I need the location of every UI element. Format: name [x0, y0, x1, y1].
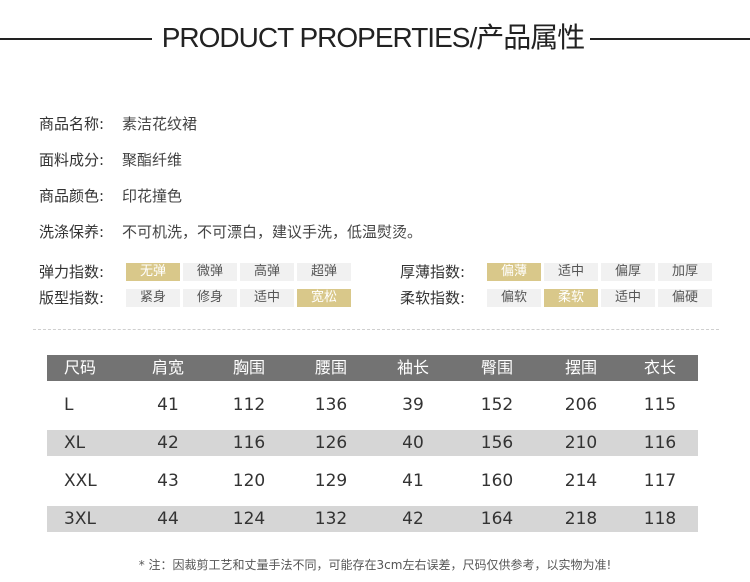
table-cell: 40 [402, 433, 424, 453]
table-header-row: 尺码 肩宽 胸围 腰围 袖长 臀围 摆围 衣长 [47, 355, 698, 381]
property-value: 素洁花纹裙 [122, 115, 198, 133]
property-row: 商品名称: 素洁花纹裙 [39, 112, 197, 136]
table-row: 3XL 44 124 132 42 164 218 118 [47, 506, 698, 532]
table-cell: 118 [643, 509, 677, 529]
property-value: 印花撞色 [122, 187, 183, 205]
table-cell: 41 [157, 395, 179, 415]
scale-option: 紧身 [126, 289, 180, 307]
table-cell: 3XL [64, 509, 96, 529]
table-cell: 164 [480, 509, 514, 529]
table-header-cell: 臀围 [480, 358, 513, 377]
table-cell: 115 [643, 395, 677, 415]
table-cell: 120 [232, 471, 266, 491]
table-cell: 126 [314, 433, 348, 453]
scale-label: 版型指数: [39, 289, 105, 307]
table-cell: 124 [232, 509, 266, 529]
table-cell: L [64, 395, 74, 415]
scale-label: 弹力指数: [39, 263, 105, 281]
table-cell: 42 [402, 509, 424, 529]
table-row: XL 42 116 126 40 156 210 116 [47, 430, 698, 456]
table-header-cell: 摆围 [564, 358, 597, 377]
scale-option: 宽松 [297, 289, 351, 307]
table-header-cell: 胸围 [232, 358, 265, 377]
property-label: 洗涤保养: [39, 223, 105, 241]
table-cell: 129 [314, 471, 348, 491]
scale-option: 超弹 [297, 263, 351, 281]
table-row: XXL 43 120 129 41 160 214 117 [47, 468, 698, 494]
scale-option: 偏硬 [658, 289, 712, 307]
property-row: 商品颜色: 印花撞色 [39, 184, 182, 208]
table-header-cell: 肩宽 [151, 358, 184, 377]
property-row: 洗涤保养: 不可机洗，不可漂白，建议手洗，低温熨烫。 [39, 220, 422, 244]
table-cell: 136 [314, 395, 348, 415]
table-cell: 156 [480, 433, 514, 453]
table-cell: 152 [480, 395, 514, 415]
scale-option: 适中 [544, 263, 598, 281]
table-header-cell: 尺码 [64, 358, 97, 377]
scale-row-softness: 柔软指数: 偏软 柔软 适中 偏硬 [400, 288, 712, 308]
scale-options: 无弹 微弹 高弹 超弹 [126, 263, 351, 281]
scale-option: 适中 [240, 289, 294, 307]
table-row: L 41 112 136 39 152 206 115 [47, 392, 698, 418]
disclaimer-note: * 注：因裁剪工艺和丈量手法不同，可能存在3cm左右误差，尺码仅供参考，以实物为… [138, 558, 612, 572]
table-cell: 116 [643, 433, 677, 453]
table-header-cell: 腰围 [314, 358, 347, 377]
section-divider [33, 329, 719, 330]
scale-option: 柔软 [544, 289, 598, 307]
table-cell: 210 [564, 433, 598, 453]
page-title: PRODUCT PROPERTIES/产品属性 [161, 22, 585, 53]
table-cell: 132 [314, 509, 348, 529]
property-value: 不可机洗，不可漂白，建议手洗，低温熨烫。 [122, 223, 423, 241]
scale-option: 高弹 [240, 263, 294, 281]
property-label: 商品名称: [39, 115, 105, 133]
title-rule-right [590, 38, 750, 40]
scale-row-fit: 版型指数: 紧身 修身 适中 宽松 [39, 288, 351, 308]
scale-options: 偏薄 适中 偏厚 加厚 [487, 263, 712, 281]
section-title: PRODUCT PROPERTIES/产品属性 [0, 18, 750, 58]
table-cell: 39 [402, 395, 424, 415]
scale-options: 偏软 柔软 适中 偏硬 [487, 289, 712, 307]
table-header-cell: 袖长 [396, 358, 429, 377]
table-cell: 41 [402, 471, 424, 491]
scale-option: 适中 [601, 289, 655, 307]
property-label: 面料成分: [39, 151, 105, 169]
scale-option: 偏软 [487, 289, 541, 307]
scale-option: 加厚 [658, 263, 712, 281]
scale-option: 修身 [183, 289, 237, 307]
table-cell: 206 [564, 395, 598, 415]
table-cell: 160 [480, 471, 514, 491]
table-header-cell: 衣长 [643, 358, 676, 377]
table-cell: 112 [232, 395, 266, 415]
property-label: 商品颜色: [39, 187, 105, 205]
scale-label: 柔软指数: [400, 289, 466, 307]
title-rule-left [0, 38, 152, 40]
table-cell: 214 [564, 471, 598, 491]
scale-row-elasticity: 弹力指数: 无弹 微弹 高弹 超弹 [39, 262, 351, 282]
scale-option: 微弹 [183, 263, 237, 281]
scale-label: 厚薄指数: [400, 263, 466, 281]
scale-option: 无弹 [126, 263, 180, 281]
table-cell: 218 [564, 509, 598, 529]
table-cell: XXL [64, 471, 97, 491]
scale-option: 偏厚 [601, 263, 655, 281]
scale-option: 偏薄 [487, 263, 541, 281]
property-value: 聚酯纤维 [122, 151, 183, 169]
scale-options: 紧身 修身 适中 宽松 [126, 289, 351, 307]
table-cell: 44 [157, 509, 179, 529]
table-cell: 43 [157, 471, 179, 491]
table-cell: 116 [232, 433, 266, 453]
table-cell: 117 [643, 471, 677, 491]
property-row: 面料成分: 聚酯纤维 [39, 148, 182, 172]
table-cell: 42 [157, 433, 179, 453]
table-cell: XL [64, 433, 86, 453]
scale-row-thickness: 厚薄指数: 偏薄 适中 偏厚 加厚 [400, 262, 712, 282]
